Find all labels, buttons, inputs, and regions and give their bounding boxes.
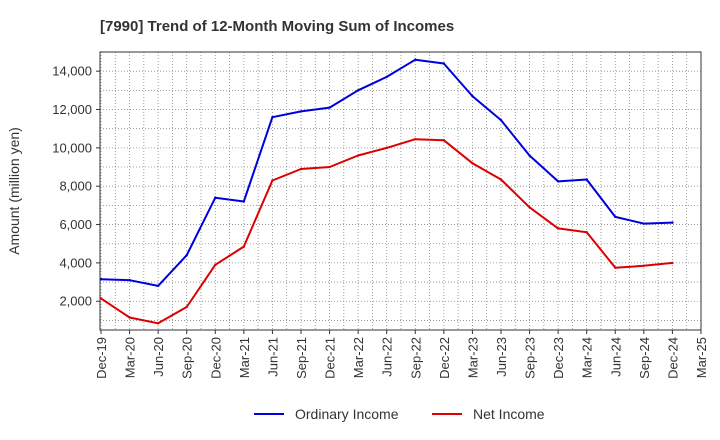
data-point	[442, 138, 446, 142]
x-tick-label: Mar-21	[237, 337, 252, 378]
y-tick-label: 8,000	[59, 179, 92, 194]
x-tick-label: Dec-21	[323, 337, 338, 379]
data-point	[185, 254, 188, 257]
x-tick-label: Sep-24	[637, 337, 652, 379]
data-point	[585, 231, 588, 234]
x-tick-label: Jun-23	[494, 337, 509, 377]
y-tick-label: 14,000	[52, 64, 92, 79]
data-point	[385, 75, 388, 79]
grid	[100, 52, 702, 330]
x-tick-label: Mar-24	[580, 337, 595, 378]
x-tick-label: Dec-23	[551, 337, 566, 379]
y-tick-label: 6,000	[59, 217, 92, 232]
legend-label-0: Ordinary Income	[295, 406, 399, 422]
data-point	[242, 200, 246, 203]
legend-label-1: Net Income	[473, 406, 545, 422]
x-tick-label: Jun-20	[151, 337, 166, 377]
data-point	[214, 196, 217, 199]
x-tick-label: Mar-20	[123, 337, 138, 378]
data-point	[556, 227, 560, 230]
y-tick-label: 2,000	[59, 294, 92, 309]
data-point	[499, 178, 503, 181]
data-point	[271, 179, 274, 182]
series-layer	[99, 58, 674, 325]
plot-border	[99, 51, 702, 331]
x-tick-label: Mar-23	[465, 337, 480, 378]
data-point	[214, 263, 217, 267]
y-tick-label: 12,000	[52, 102, 92, 117]
data-point	[128, 316, 131, 319]
data-point	[471, 162, 474, 165]
data-point	[556, 180, 560, 183]
data-point	[328, 106, 331, 109]
x-tick-label: Mar-22	[351, 337, 366, 378]
x-axis: Dec-19 Mar-20 Jun-20 Sep-20 Dec-20 Mar-21 Jun-…	[94, 330, 709, 379]
data-point	[299, 167, 303, 171]
x-tick-label: Jun-24	[608, 337, 623, 377]
x-tick-label: Jun-21	[265, 337, 280, 377]
data-point	[271, 115, 274, 119]
data-point	[414, 58, 417, 61]
data-point	[242, 245, 246, 248]
y-axis-label: Amount (million yen)	[6, 127, 22, 255]
data-point	[356, 89, 360, 92]
y-axis: 2,000 4,000 6,000 8,000 10,000 12,000 14,000	[52, 64, 100, 309]
data-point	[642, 264, 646, 267]
data-point	[471, 94, 474, 98]
data-point	[356, 154, 360, 157]
data-point	[528, 206, 531, 209]
data-point	[385, 146, 388, 150]
data-point	[614, 215, 617, 219]
y-tick-label: 4,000	[59, 255, 92, 270]
x-tick-label: Sep-21	[294, 337, 309, 379]
x-tick-label: Jun-22	[380, 337, 395, 377]
data-point	[185, 305, 188, 309]
data-point	[671, 221, 674, 224]
x-tick-label: Dec-22	[437, 337, 452, 379]
data-point	[671, 261, 674, 265]
data-point	[528, 154, 531, 157]
x-tick-label: Dec-24	[665, 337, 680, 379]
x-tick-label: Sep-23	[523, 337, 538, 379]
data-point	[156, 284, 160, 288]
data-point	[499, 118, 503, 122]
y-tick-label: 10,000	[52, 140, 92, 155]
legend: Ordinary Income Net Income	[254, 406, 545, 422]
x-tick-label: Sep-20	[180, 337, 195, 379]
data-point	[128, 278, 131, 282]
data-point	[328, 165, 331, 169]
x-tick-label: Mar-25	[694, 337, 709, 378]
data-point	[642, 222, 646, 225]
data-point	[299, 110, 303, 113]
data-point	[585, 178, 588, 181]
chart-title: [7990] Trend of 12-Month Moving Sum of I…	[100, 18, 454, 35]
x-tick-label: Dec-19	[94, 337, 109, 379]
plot-area	[100, 52, 701, 330]
x-tick-label: Dec-20	[208, 337, 223, 379]
data-point	[442, 62, 446, 65]
x-tick-label: Sep-22	[408, 337, 423, 379]
data-point	[614, 266, 617, 269]
data-point	[99, 297, 103, 300]
data-point	[414, 138, 417, 141]
data-point	[156, 322, 160, 325]
data-point	[99, 277, 103, 281]
